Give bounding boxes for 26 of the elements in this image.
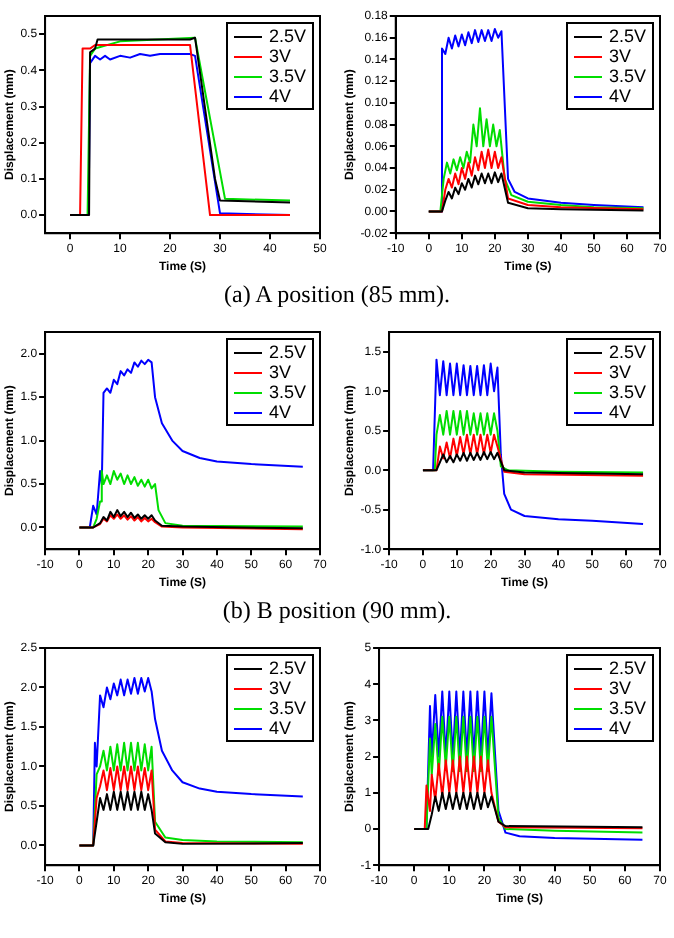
text: (b) B position (90 mm).: [220, 596, 454, 626]
legend-label: 3V: [608, 46, 631, 66]
legend-label: 4V: [268, 402, 291, 422]
legend-label: 3V: [608, 678, 631, 698]
legend-label: 3.5V: [608, 698, 646, 718]
legend-label: 4V: [268, 86, 291, 106]
legend-label: 3V: [268, 362, 291, 382]
legend-label: 3.5V: [608, 382, 646, 402]
legend-label: 3V: [268, 678, 291, 698]
legend-label: 2.5V: [608, 26, 646, 46]
text: (a) A position (85 mm).: [222, 280, 452, 310]
legend-label: 2.5V: [268, 26, 306, 46]
legend-label: 3V: [608, 362, 631, 382]
legend-label: 4V: [608, 718, 631, 738]
legend-label: 3V: [268, 46, 291, 66]
legend-label: 3.5V: [268, 698, 306, 718]
legend-label: 4V: [608, 402, 631, 422]
legend-label: 4V: [608, 86, 631, 106]
legend-label: 2.5V: [268, 342, 306, 362]
legend-label: 3.5V: [608, 66, 646, 86]
legend-label: 2.5V: [268, 658, 306, 678]
legend-label: 3.5V: [268, 66, 306, 86]
legend-label: 2.5V: [608, 658, 646, 678]
legend-label: 4V: [268, 718, 291, 738]
legend-label: 2.5V: [608, 342, 646, 362]
legend-label: 3.5V: [268, 382, 306, 402]
